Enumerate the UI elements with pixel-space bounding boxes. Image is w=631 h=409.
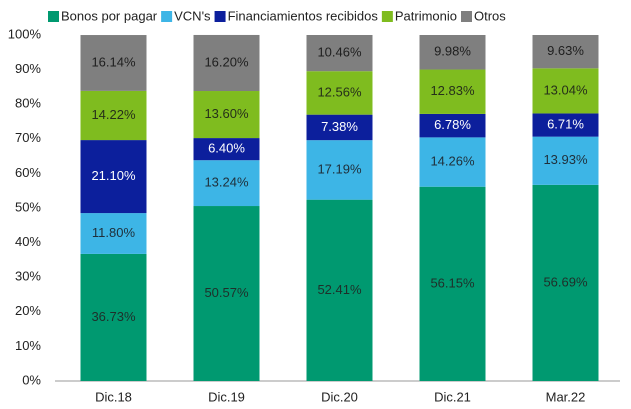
bar-segment	[193, 160, 260, 207]
data-label: 14.26%	[430, 153, 475, 168]
data-label: 11.80%	[92, 225, 136, 240]
bar-segment	[193, 138, 260, 161]
y-tick-label: 0%	[22, 372, 41, 387]
data-label: 14.22%	[91, 107, 136, 122]
bar-segment	[80, 253, 147, 381]
data-label: 6.71%	[547, 116, 584, 131]
bar-segment	[532, 136, 599, 185]
legend-swatch	[381, 11, 393, 22]
x-tick-label: Dic.20	[321, 389, 358, 404]
x-tick-label: Dic.18	[95, 389, 132, 404]
data-label: 9.63%	[547, 43, 584, 58]
data-label: 6.78%	[434, 117, 471, 132]
bar-segment	[306, 71, 373, 115]
data-label: 12.56%	[317, 84, 362, 99]
data-label: 21.10%	[91, 168, 136, 183]
data-label: 10.46%	[317, 45, 362, 60]
data-label: 16.14%	[91, 54, 136, 69]
legend-swatch	[161, 11, 173, 22]
bar-segment	[193, 34, 260, 92]
y-tick-label: 50%	[15, 199, 41, 214]
legend-label: Otros	[474, 8, 506, 23]
y-tick-label: 30%	[15, 269, 41, 284]
y-tick-label: 100%	[8, 26, 42, 41]
y-tick-label: 80%	[15, 96, 41, 111]
data-label: 13.93%	[543, 152, 588, 167]
data-label: 7.38%	[321, 119, 358, 134]
bar-segment	[419, 69, 486, 114]
x-tick-label: Dic.21	[434, 389, 471, 404]
bar-segment	[532, 113, 599, 137]
bar-segment	[80, 140, 147, 214]
bar-segment	[419, 186, 486, 381]
bar-segment	[532, 35, 599, 69]
bar-segment	[306, 199, 373, 381]
bar-segment	[532, 184, 599, 381]
y-tick-label: 10%	[15, 338, 41, 353]
x-tick-label: Dic.19	[208, 389, 245, 404]
legend-swatch	[214, 11, 226, 22]
data-label: 56.15%	[430, 275, 475, 290]
bar-segment	[193, 206, 260, 381]
y-tick-label: 40%	[15, 234, 41, 249]
bar-segment	[193, 91, 260, 139]
bar-segment	[532, 68, 599, 114]
bar-segment	[419, 137, 486, 187]
bar-segment	[80, 35, 147, 91]
legend-swatch	[48, 11, 59, 22]
data-label: 52.41%	[317, 282, 362, 297]
data-label: 9.98%	[434, 44, 471, 59]
legend-swatch	[461, 11, 472, 22]
y-tick-label: 90%	[15, 61, 41, 76]
legend-label: Financiamientos recibidos	[228, 8, 379, 23]
y-tick-label: 60%	[15, 165, 41, 180]
x-tick-label: Mar.22	[546, 389, 586, 404]
y-tick-label: 20%	[15, 303, 41, 318]
data-label: 13.24%	[204, 175, 249, 190]
bar-segment	[419, 113, 486, 138]
data-label: 12.83%	[430, 83, 475, 98]
legend-label: Patrimonio	[395, 8, 457, 23]
legend-label: VCN's	[174, 8, 211, 23]
y-tick-label: 70%	[15, 130, 41, 145]
data-label: 6.40%	[208, 141, 245, 156]
data-label: 50.57%	[204, 285, 249, 300]
data-label: 36.73%	[91, 309, 136, 324]
data-label: 13.60%	[204, 106, 249, 121]
legend-label: Bonos por pagar	[61, 8, 158, 23]
bar-segment	[80, 90, 147, 141]
bar-segment	[419, 35, 486, 70]
bar-segment	[306, 114, 373, 141]
data-label: 16.20%	[204, 54, 249, 69]
bar-segment	[306, 140, 373, 200]
data-label: 13.04%	[543, 82, 588, 97]
data-label: 17.19%	[317, 161, 362, 176]
data-label: 56.69%	[543, 274, 588, 289]
bar-segment	[306, 35, 373, 72]
bar-segment	[80, 213, 147, 254]
